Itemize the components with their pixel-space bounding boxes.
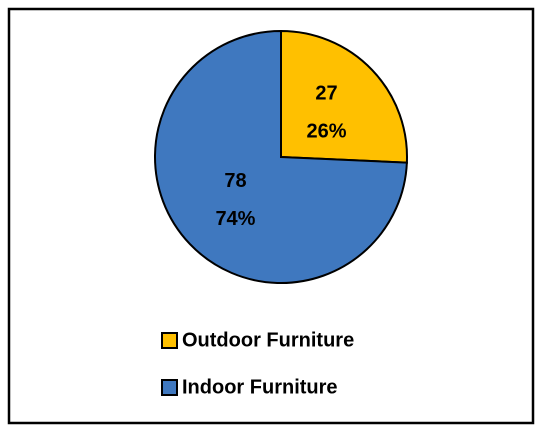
legend-swatch [161, 332, 178, 349]
legend-label: Indoor Furniture [182, 376, 338, 398]
pie-slice [280, 29, 408, 164]
value-label: 78 [224, 170, 246, 192]
legend-swatch [161, 379, 178, 396]
percent-label: 26% [307, 121, 347, 143]
percent-label: 74% [215, 208, 255, 230]
legend-label: Outdoor Furniture [182, 329, 354, 351]
value-label: 27 [315, 83, 337, 105]
pie-slice [154, 29, 408, 284]
